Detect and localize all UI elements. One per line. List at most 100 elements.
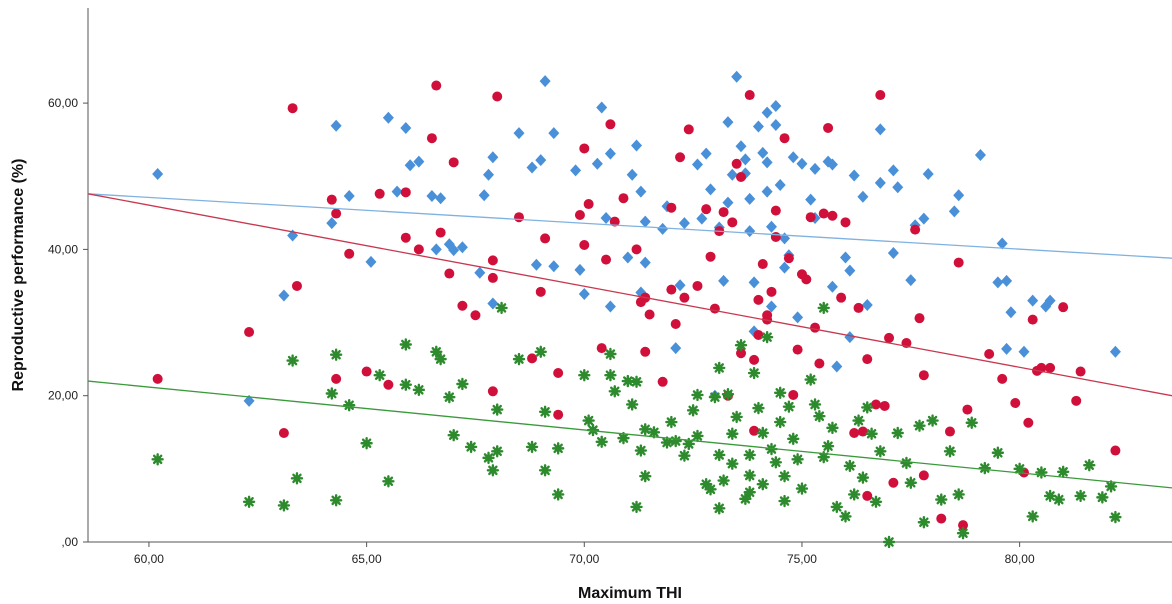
diamond-point <box>905 274 917 287</box>
circle-point <box>827 210 838 221</box>
circle-point <box>801 274 812 285</box>
diamond-point <box>478 189 490 202</box>
star-point <box>277 499 291 512</box>
star-point <box>1056 465 1070 478</box>
circle-point <box>731 158 742 169</box>
star-point <box>861 401 874 414</box>
circle-point <box>601 254 612 265</box>
star-point <box>769 456 783 469</box>
y-tick-label: 40,00 <box>48 242 78 256</box>
star-point <box>743 486 756 499</box>
circle-point <box>400 187 411 198</box>
circle-point <box>470 310 481 321</box>
diamond-point <box>953 189 965 202</box>
star-point <box>464 440 478 454</box>
star-point <box>965 416 978 429</box>
star-point <box>360 437 373 450</box>
circle-point <box>631 244 642 255</box>
circle-point <box>431 80 442 91</box>
diamond-point <box>996 237 1008 250</box>
circle-point <box>657 376 668 387</box>
diamond-point <box>761 156 773 169</box>
diamond-point <box>622 251 634 264</box>
diamond-point <box>844 264 856 277</box>
diamond-point <box>456 241 468 254</box>
circle-point <box>666 202 677 213</box>
star-point <box>904 476 917 489</box>
star-point <box>691 429 704 443</box>
circle-point <box>762 314 773 325</box>
diamond-point <box>1044 294 1056 307</box>
star-point <box>756 426 769 440</box>
star-point <box>617 431 630 445</box>
diamond-point <box>848 169 860 182</box>
circle-point <box>1075 366 1086 377</box>
diamond-point <box>404 159 416 172</box>
diamond-point <box>678 217 690 230</box>
star-point <box>639 469 652 483</box>
star-point <box>495 301 508 315</box>
star-point <box>660 436 674 449</box>
star-point <box>791 453 804 466</box>
circle-point <box>574 210 585 221</box>
star-point <box>1074 489 1087 503</box>
diamond-point <box>787 151 799 164</box>
star-point <box>717 474 730 487</box>
y-tick-label: 60,00 <box>48 96 78 110</box>
star-point <box>538 464 552 477</box>
star-point <box>512 352 526 366</box>
diamond-point <box>722 196 734 209</box>
diamond-point <box>670 342 682 355</box>
circle-point <box>1027 314 1038 325</box>
star-point <box>808 398 822 411</box>
star-point <box>713 448 726 462</box>
fit-line <box>87 193 1172 259</box>
circle-point <box>836 292 847 303</box>
star-point <box>1083 458 1096 472</box>
circle-point <box>805 212 816 223</box>
star-point <box>739 492 752 506</box>
diamond-point <box>826 280 838 293</box>
circle-point <box>435 227 446 238</box>
circle-point <box>331 208 342 219</box>
diamond-point <box>770 100 782 113</box>
star-point <box>891 426 904 440</box>
diamond-point <box>330 119 342 132</box>
star-point <box>817 301 830 315</box>
data-points <box>151 70 1122 549</box>
circle-point <box>936 513 947 524</box>
diamond-point <box>705 183 717 196</box>
star-point <box>486 464 500 477</box>
star-point <box>1096 491 1109 504</box>
circle-point <box>644 309 655 320</box>
diamond-point <box>326 217 338 230</box>
circle-point <box>679 292 690 303</box>
star-point <box>730 410 743 424</box>
diamond-point <box>596 101 608 114</box>
star-point <box>747 366 761 380</box>
star-point <box>665 415 678 429</box>
circle-point <box>849 428 860 439</box>
circle-point <box>753 294 764 305</box>
circle-point <box>814 358 825 369</box>
diamond-point <box>922 168 934 181</box>
circle-point <box>152 373 163 384</box>
circle-point <box>487 272 498 283</box>
star-point <box>752 401 765 415</box>
star-point <box>482 451 495 465</box>
diamond-point <box>844 331 856 344</box>
star-point <box>373 369 386 382</box>
diamond-point <box>639 215 651 228</box>
star-point <box>669 434 682 448</box>
circle-point <box>535 286 546 297</box>
star-point <box>1013 462 1026 476</box>
diamond-point <box>887 164 899 177</box>
circle-point <box>918 370 929 381</box>
circle-point <box>244 327 255 338</box>
diamond-point <box>744 192 756 205</box>
diamond-point <box>731 70 743 83</box>
circle-point <box>444 268 455 279</box>
circle-point <box>361 366 372 377</box>
star-point <box>582 414 595 427</box>
star-point <box>773 386 787 399</box>
